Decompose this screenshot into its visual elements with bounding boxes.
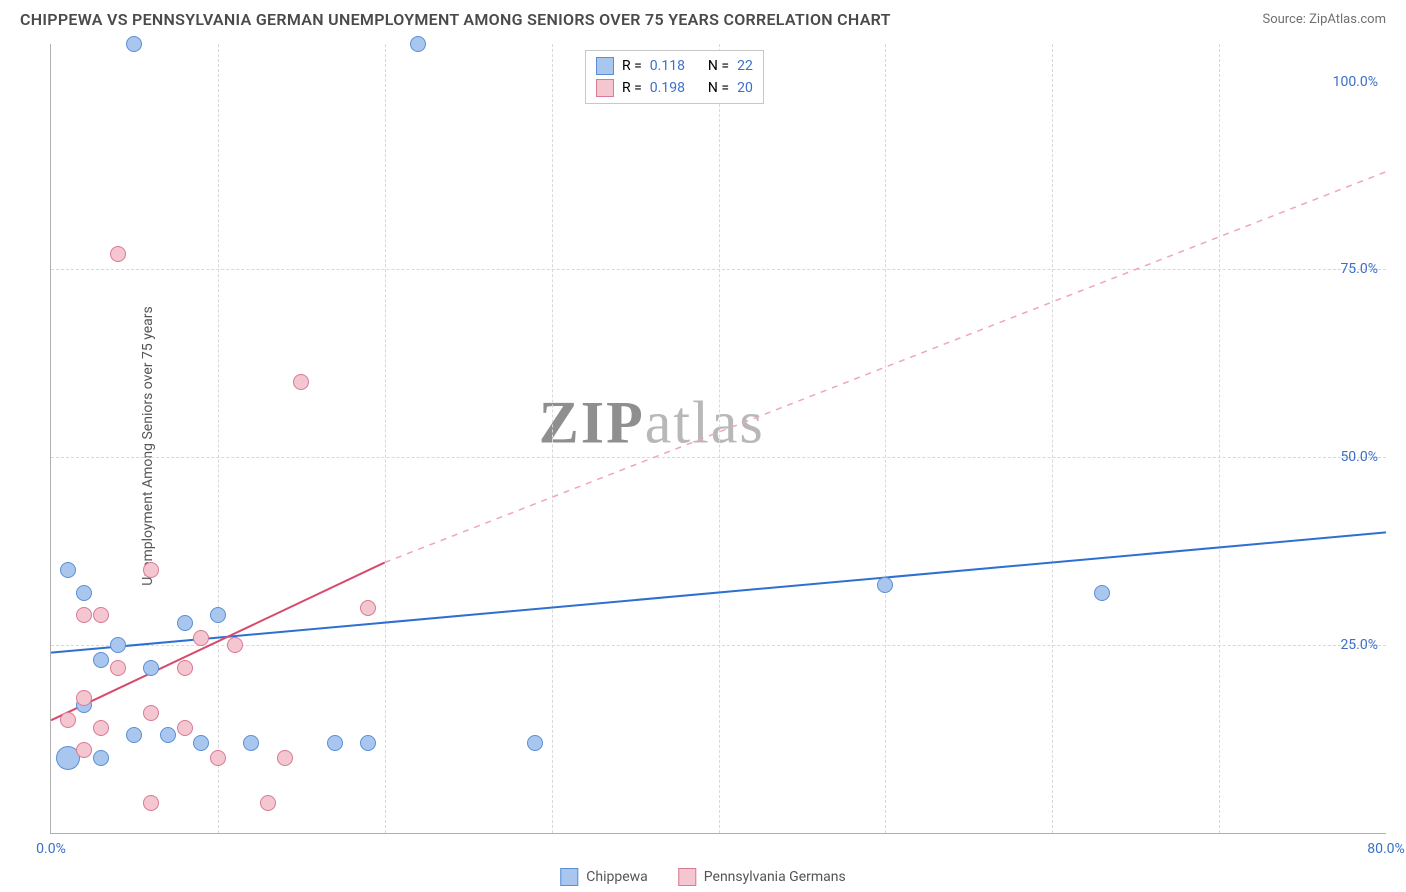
data-point [360,600,376,616]
data-point [93,720,109,736]
stats-legend-row: R = 0.118 N = 22 [596,55,753,77]
data-point [143,795,159,811]
data-point [126,727,142,743]
y-tick-label: 50.0% [1340,449,1378,465]
x-tick-label: 80.0% [1367,841,1405,857]
data-point [877,577,893,593]
x-tick-label: 0.0% [36,841,66,857]
data-point [193,630,209,646]
data-point [76,585,92,601]
data-point [177,615,193,631]
legend-swatch [560,868,578,886]
gridline-v [385,44,386,833]
data-point [193,735,209,751]
data-point [260,795,276,811]
scatter-chart: ZIPatlas 25.0%50.0%75.0%100.0%0.0%80.0%R… [50,44,1386,834]
gridline-v [218,44,219,833]
r-label: R = [622,58,642,74]
gridline-v [1219,44,1220,833]
n-label: N = [708,80,729,96]
data-point [143,705,159,721]
data-point [410,36,426,52]
gridline-v [1052,44,1053,833]
legend-label: Chippewa [586,869,648,885]
data-point [76,607,92,623]
legend-item: Pennsylvania Germans [678,868,846,886]
data-point [93,652,109,668]
n-label: N = [708,58,729,74]
data-point [527,735,543,751]
data-point [210,750,226,766]
y-tick-label: 100.0% [1333,74,1378,90]
legend-label: Pennsylvania Germans [704,869,846,885]
series-legend: Chippewa Pennsylvania Germans [560,868,845,886]
chart-header: CHIPPEWA VS PENNSYLVANIA GERMAN UNEMPLOY… [0,0,1406,37]
data-point [93,750,109,766]
gridline-v [885,44,886,833]
data-point [126,36,142,52]
data-point [360,735,376,751]
data-point [60,562,76,578]
r-value: 0.118 [650,58,685,74]
chart-title: CHIPPEWA VS PENNSYLVANIA GERMAN UNEMPLOY… [20,10,891,29]
watermark-bold: ZIP [539,389,645,455]
n-value: 20 [737,80,753,96]
gridline-v [719,44,720,833]
data-point [76,690,92,706]
stats-legend: R = 0.118 N = 22R = 0.198 N = 20 [585,50,764,104]
n-value: 22 [737,58,753,74]
data-point [227,637,243,653]
data-point [60,712,76,728]
r-value: 0.198 [650,80,685,96]
data-point [293,374,309,390]
data-point [110,246,126,262]
data-point [110,637,126,653]
data-point [277,750,293,766]
stats-legend-row: R = 0.198 N = 20 [596,77,753,99]
data-point [327,735,343,751]
data-point [177,720,193,736]
data-point [143,660,159,676]
gridline-v [552,44,553,833]
data-point [93,607,109,623]
data-point [76,742,92,758]
r-label: R = [622,80,642,96]
data-point [243,735,259,751]
data-point [210,607,226,623]
legend-swatch [596,57,614,75]
data-point [160,727,176,743]
source-label: Source: ZipAtlas.com [1262,12,1386,27]
legend-item: Chippewa [560,868,648,886]
y-tick-label: 75.0% [1340,261,1378,277]
watermark: ZIPatlas [539,388,765,457]
data-point [143,562,159,578]
legend-swatch [596,79,614,97]
data-point [177,660,193,676]
data-point [110,660,126,676]
legend-swatch [678,868,696,886]
y-tick-label: 25.0% [1340,637,1378,653]
watermark-light: atlas [645,389,765,455]
data-point [1094,585,1110,601]
